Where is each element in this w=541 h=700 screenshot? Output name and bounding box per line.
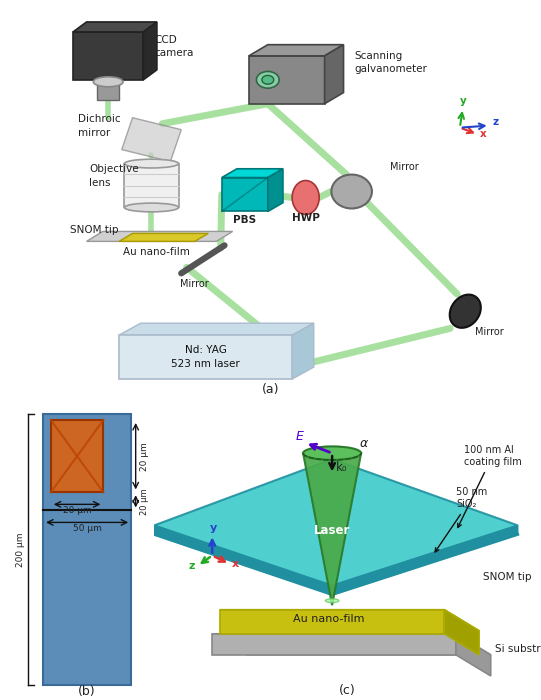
Ellipse shape (262, 76, 274, 84)
Text: 100 nm Al
coating film: 100 nm Al coating film (458, 444, 522, 528)
Polygon shape (154, 526, 332, 594)
Text: k₀: k₀ (336, 461, 347, 474)
Text: SNOM tip: SNOM tip (483, 572, 531, 582)
Text: 50 nm
SiO₂: 50 nm SiO₂ (435, 487, 487, 552)
Polygon shape (456, 634, 491, 676)
Text: Nd: YAG
523 nm laser: Nd: YAG 523 nm laser (171, 345, 240, 369)
Polygon shape (292, 323, 314, 379)
Text: Objective
lens: Objective lens (89, 164, 139, 188)
Polygon shape (212, 634, 491, 655)
Text: Dichroic
mirror: Dichroic mirror (78, 115, 121, 138)
Polygon shape (220, 610, 444, 634)
Ellipse shape (124, 159, 179, 168)
Polygon shape (325, 45, 344, 104)
Text: α: α (359, 438, 367, 450)
Text: y: y (210, 523, 217, 533)
Text: Mirror: Mirror (180, 279, 209, 289)
FancyBboxPatch shape (119, 335, 292, 379)
Text: 200 μm: 200 μm (16, 532, 24, 567)
Ellipse shape (331, 174, 372, 209)
Text: (b): (b) (78, 685, 96, 699)
Text: Au nano-film: Au nano-film (293, 614, 364, 624)
Text: z: z (189, 561, 195, 570)
FancyBboxPatch shape (124, 164, 179, 207)
Ellipse shape (303, 447, 361, 460)
Text: (c): (c) (339, 684, 356, 697)
Ellipse shape (325, 599, 339, 603)
Ellipse shape (292, 181, 319, 214)
Text: 20 μm: 20 μm (140, 442, 149, 470)
Polygon shape (222, 169, 283, 178)
Text: 50 μm: 50 μm (72, 524, 102, 533)
Polygon shape (73, 32, 143, 80)
Text: PBS: PBS (233, 216, 256, 225)
Text: 20 μm: 20 μm (63, 506, 91, 514)
Polygon shape (222, 178, 268, 211)
Polygon shape (249, 56, 325, 104)
FancyBboxPatch shape (97, 80, 119, 99)
Ellipse shape (450, 295, 481, 328)
Text: Au nano-film: Au nano-film (123, 247, 190, 258)
Polygon shape (122, 118, 181, 162)
Polygon shape (43, 414, 131, 685)
Text: Si substrate: Si substrate (494, 644, 541, 654)
Text: Laser: Laser (314, 524, 351, 538)
Polygon shape (303, 453, 361, 606)
Polygon shape (268, 169, 283, 211)
Text: Mirror: Mirror (390, 162, 418, 172)
Text: HWP: HWP (292, 214, 320, 223)
FancyBboxPatch shape (51, 420, 103, 492)
Polygon shape (73, 22, 157, 32)
Ellipse shape (256, 71, 279, 88)
Text: z: z (492, 117, 498, 127)
Text: x: x (232, 559, 239, 569)
Text: Scanning
galvanometer: Scanning galvanometer (354, 50, 427, 74)
Text: x: x (480, 130, 487, 139)
Text: SNOM tip: SNOM tip (70, 225, 119, 235)
Polygon shape (87, 232, 233, 242)
Polygon shape (444, 610, 479, 655)
Text: 20 μm: 20 μm (140, 488, 149, 514)
Text: Mirror: Mirror (475, 327, 504, 337)
Polygon shape (119, 233, 208, 242)
Polygon shape (119, 323, 314, 335)
Text: y: y (460, 96, 467, 106)
Polygon shape (212, 634, 456, 655)
Polygon shape (143, 22, 157, 80)
Text: (a): (a) (262, 383, 279, 396)
Text: CCD
camera: CCD camera (154, 35, 194, 58)
Polygon shape (332, 526, 518, 594)
Text: E: E (295, 430, 303, 442)
Ellipse shape (124, 203, 179, 212)
Polygon shape (220, 610, 479, 631)
Polygon shape (154, 459, 518, 586)
Ellipse shape (93, 77, 123, 87)
Polygon shape (249, 45, 344, 56)
